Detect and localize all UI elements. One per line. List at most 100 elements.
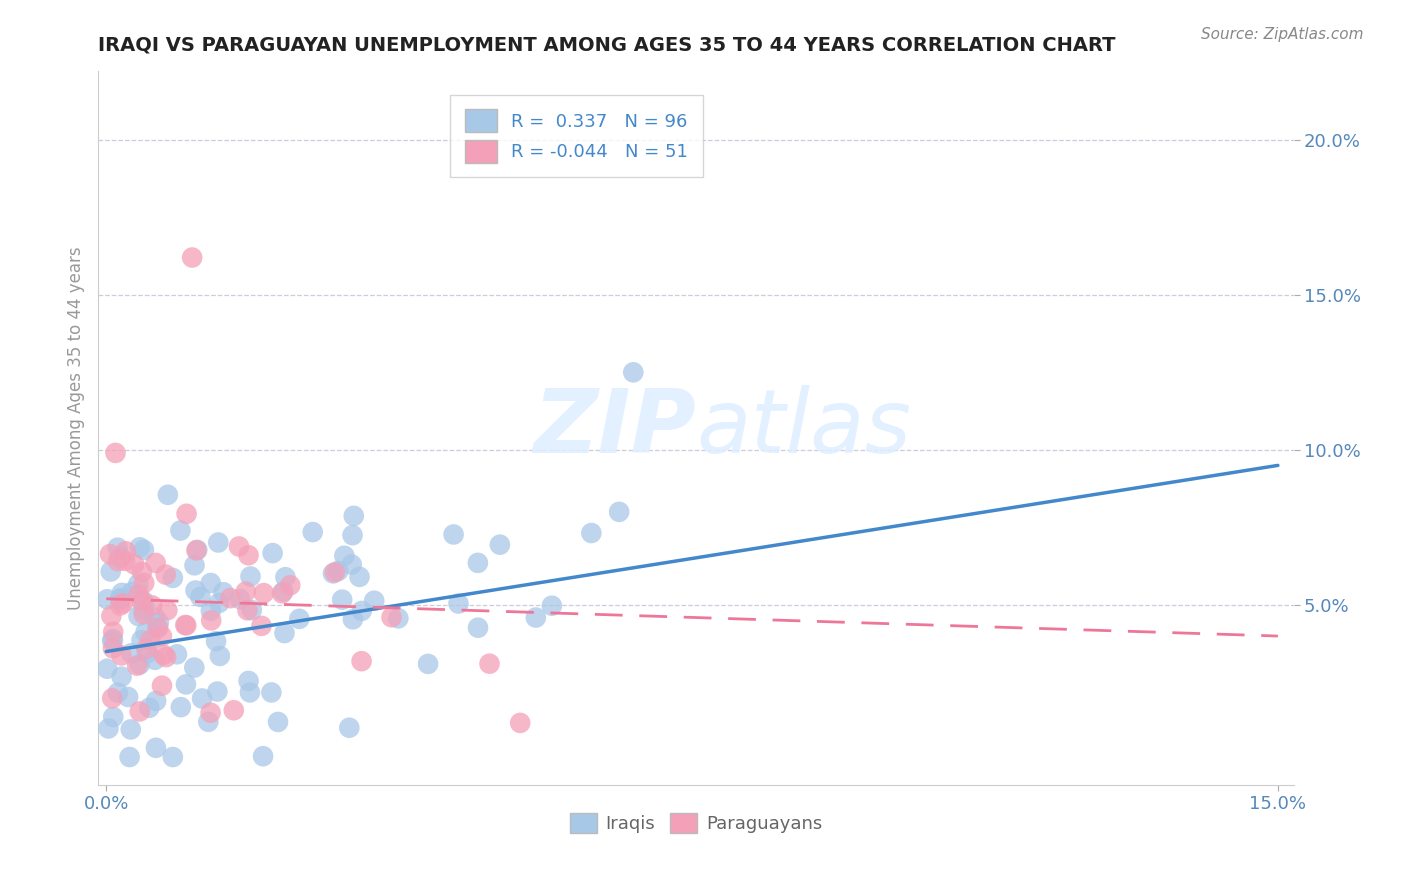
Point <box>103 624 125 639</box>
Point <box>103 710 125 724</box>
Point <box>121 585 143 599</box>
Point <box>467 556 489 570</box>
Point <box>100 609 122 624</box>
Point <box>328 564 350 578</box>
Point <box>132 603 155 617</box>
Point <box>363 593 385 607</box>
Point <box>107 541 129 555</box>
Point <box>174 677 197 691</box>
Point <box>340 558 363 572</box>
Point <box>156 603 179 617</box>
Point <box>200 614 222 628</box>
Point <box>607 505 630 519</box>
Point <box>110 591 132 606</box>
Point <box>288 612 311 626</box>
Point <box>197 714 219 729</box>
Point <box>212 585 235 599</box>
Point <box>323 566 346 580</box>
Point <box>170 700 193 714</box>
Point <box>240 603 263 617</box>
Point <box>342 528 364 542</box>
Y-axis label: Unemployment Among Ages 35 to 44 years: Unemployment Among Ages 35 to 44 years <box>66 246 84 610</box>
Point <box>96 592 118 607</box>
Point <box>148 615 170 630</box>
Point <box>134 625 156 640</box>
Point <box>150 679 173 693</box>
Point <box>208 596 231 610</box>
Point <box>145 740 167 755</box>
Point <box>274 570 297 584</box>
Point <box>152 648 174 662</box>
Point <box>132 542 155 557</box>
Point <box>148 621 170 635</box>
Point <box>183 558 205 573</box>
Point <box>253 586 276 600</box>
Point <box>183 660 205 674</box>
Point <box>111 596 134 610</box>
Point <box>143 653 166 667</box>
Point <box>239 569 262 583</box>
Point <box>330 592 353 607</box>
Point <box>110 599 132 613</box>
Point <box>128 609 150 624</box>
Point <box>273 626 295 640</box>
Point <box>143 610 166 624</box>
Point <box>145 556 167 570</box>
Point <box>110 670 132 684</box>
Point <box>110 648 132 663</box>
Point <box>96 662 118 676</box>
Point <box>114 554 136 568</box>
Point <box>278 578 301 592</box>
Point <box>134 576 156 591</box>
Text: IRAQI VS PARAGUAYAN UNEMPLOYMENT AMONG AGES 35 TO 44 YEARS CORRELATION CHART: IRAQI VS PARAGUAYAN UNEMPLOYMENT AMONG A… <box>98 36 1116 54</box>
Point <box>128 705 150 719</box>
Point <box>350 654 373 668</box>
Point <box>250 619 273 633</box>
Point <box>208 648 231 663</box>
Text: Source: ZipAtlas.com: Source: ZipAtlas.com <box>1201 27 1364 42</box>
Point <box>416 657 439 671</box>
Point <box>132 607 155 622</box>
Point <box>252 749 274 764</box>
Point <box>191 691 214 706</box>
Point <box>101 691 124 706</box>
Point <box>621 365 644 379</box>
Point <box>117 690 139 704</box>
Point <box>110 550 132 565</box>
Point <box>174 618 197 632</box>
Point <box>205 634 228 648</box>
Point <box>228 540 250 554</box>
Point <box>131 593 153 607</box>
Point <box>166 648 188 662</box>
Point <box>271 586 294 600</box>
Point <box>350 604 373 618</box>
Point <box>132 594 155 608</box>
Point <box>115 544 138 558</box>
Point <box>343 508 366 523</box>
Point <box>128 587 150 601</box>
Point <box>169 524 191 538</box>
Point <box>200 576 222 591</box>
Point <box>333 549 356 563</box>
Point <box>136 646 159 660</box>
Point <box>207 684 229 698</box>
Point <box>181 251 204 265</box>
Point <box>162 571 184 585</box>
Point <box>337 721 360 735</box>
Point <box>120 646 142 660</box>
Point <box>222 703 245 717</box>
Point <box>127 577 149 591</box>
Point <box>235 584 257 599</box>
Point <box>104 446 127 460</box>
Point <box>162 750 184 764</box>
Point <box>342 612 364 626</box>
Point <box>236 603 259 617</box>
Point <box>349 570 371 584</box>
Point <box>581 526 603 541</box>
Point <box>238 549 260 563</box>
Point <box>146 620 169 634</box>
Point <box>107 554 129 568</box>
Point <box>107 686 129 700</box>
Point <box>145 694 167 708</box>
Point <box>380 610 402 624</box>
